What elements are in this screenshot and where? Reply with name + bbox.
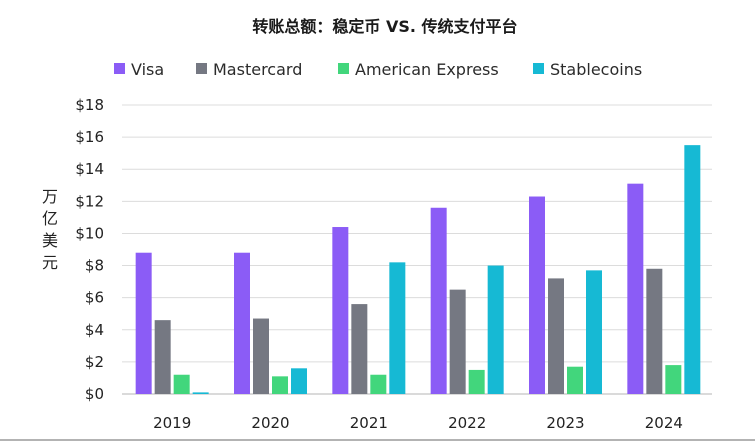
bar [449,289,466,394]
legend-item: American Express [338,60,499,79]
bar [135,252,152,394]
x-tick-label: 2022 [448,414,486,432]
bar [173,374,190,394]
x-tick-label: 2023 [546,414,584,432]
bar [627,183,644,394]
y-tick-label: $16 [75,128,104,146]
legend: Visa Mastercard American Express Stablecoin… [114,60,642,79]
y-tick-label: $0 [85,385,104,403]
bar-group-2021 [332,227,406,394]
bar [192,392,209,394]
legend-swatch [533,63,544,74]
bar [487,265,504,394]
x-tick-label: 2019 [153,414,191,432]
x-axis-ticks: 2019 2020 2021 2022 2023 2024 [153,414,683,432]
x-tick-label: 2021 [350,414,388,432]
bar [389,262,406,394]
legend-swatch [196,63,207,74]
bar [272,376,288,394]
legend-item: Visa [114,60,164,79]
y-axis-label-char: 元 [42,253,58,272]
legend-swatch [114,63,125,74]
bar-group-2024 [627,145,701,394]
y-axis-label-char: 亿 [42,209,58,228]
y-axis-label-char: 万 [42,187,58,206]
y-tick-label: $2 [85,353,104,371]
bar [332,227,349,394]
bar-group-2019 [135,252,209,394]
bar [665,365,682,394]
legend-label: Mastercard [213,60,302,79]
legend-label: Stablecoins [550,60,642,79]
y-tick-label: $18 [75,96,104,114]
bar [586,270,602,394]
bar [646,268,663,394]
legend-label: Visa [131,60,164,79]
y-axis-label-char: 美 [42,231,58,250]
bar [253,318,269,394]
bar-group-2020 [234,252,307,394]
x-tick-label: 2020 [251,414,289,432]
legend-label: American Express [355,60,499,79]
legend-swatch [338,63,349,74]
bar-group-2023 [529,196,602,394]
chart-title: 转账总额：稳定币 VS. 传统支付平台 [252,17,517,36]
bar [291,368,307,394]
x-tick-label: 2024 [645,414,683,432]
y-tick-label: $4 [85,321,104,339]
gridlines [122,104,712,395]
y-tick-label: $6 [85,289,104,307]
bars [135,145,701,394]
y-tick-label: $12 [75,192,104,210]
y-tick-label: $10 [75,224,104,242]
bar [529,196,545,394]
bar [567,366,583,394]
bar [154,320,171,394]
bar [468,369,485,394]
bar-group-2022 [430,207,504,394]
y-axis-ticks: $0 $2 $4 $6 $8 $10 $12 $14 $16 $18 [75,96,104,403]
y-tick-label: $8 [85,257,104,275]
legend-item: Mastercard [196,60,302,79]
legend-item: Stablecoins [533,60,642,79]
bar [684,145,701,394]
bar [234,252,250,394]
bar [351,304,368,394]
bar [370,374,387,394]
bar [548,278,564,394]
bar [430,207,447,394]
y-tick-label: $14 [75,160,104,178]
